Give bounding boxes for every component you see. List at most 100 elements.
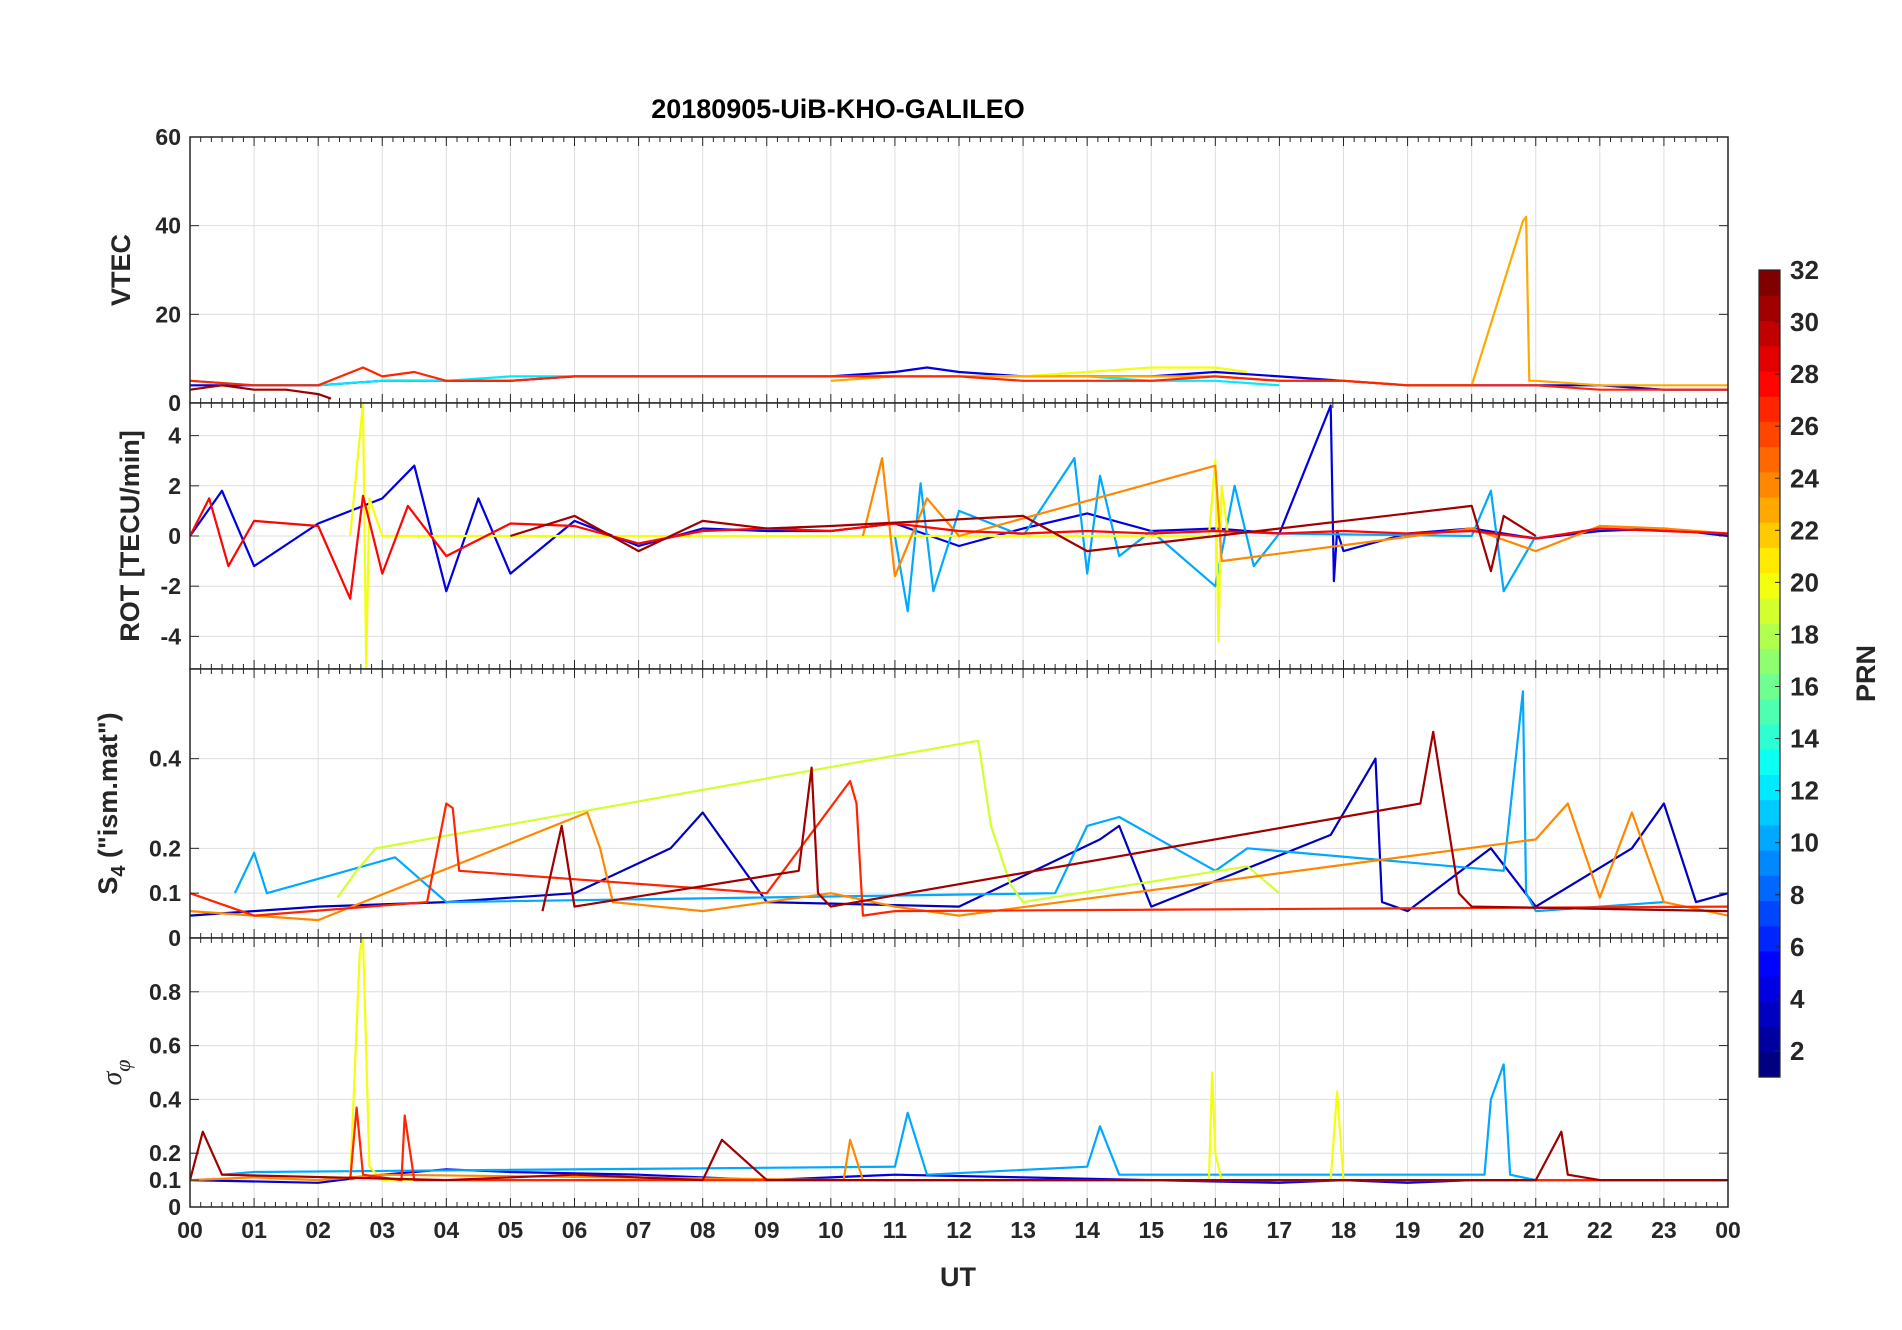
x-tick-label: 03 (369, 1217, 395, 1243)
colorbar-segment (1759, 1026, 1780, 1053)
y-tick-label: 0.8 (149, 979, 181, 1005)
figure-title: 20180905-UiB-KHO-GALILEO (651, 94, 1025, 124)
colorbar-tick-label: 24 (1790, 463, 1819, 493)
colorbar-segment (1759, 396, 1780, 422)
y-axis-label: VTEC (106, 234, 136, 306)
colorbar-tick-label: 30 (1790, 307, 1819, 337)
x-tick-label: 15 (1138, 1217, 1164, 1243)
y-tick-label: 0 (168, 523, 181, 549)
x-tick-label: 13 (1010, 1217, 1036, 1243)
colorbar-tick-label: 8 (1790, 880, 1804, 910)
series-line-prn-20 (349, 403, 1230, 669)
y-axis-label: ROT [TECU/min] (115, 430, 145, 641)
series-line-prn-24 (190, 802, 1728, 922)
y-tick-label: 0.2 (149, 835, 181, 861)
x-axis-label: UT (940, 1262, 976, 1292)
colorbar-segment (1759, 799, 1780, 826)
colorbar-segment (1759, 623, 1780, 649)
series-line-prn-19 (336, 739, 1281, 904)
y-tick-label: 0 (168, 925, 181, 951)
x-tick-label: 12 (946, 1217, 972, 1243)
y-axis-label-rest: ("ism.mat") (93, 712, 123, 865)
colorbar-segment (1759, 547, 1780, 574)
x-tick-label: 02 (305, 1217, 331, 1243)
colorbar-tick-label: 26 (1790, 411, 1819, 441)
x-tick-label: 09 (754, 1217, 780, 1243)
colorbar-segment (1759, 1001, 1780, 1028)
panel-rot: -4 -2 0 2 4 ROT [TECU/min] (115, 402, 1729, 670)
series-group (190, 215, 1728, 400)
y-tick-label: 0 (168, 1194, 181, 1220)
series-line-prn-10 (221, 1063, 1537, 1182)
y-tick-label: 0.2 (149, 1140, 181, 1166)
colorbar-segment (1759, 673, 1780, 700)
colorbar-segment (1759, 370, 1780, 397)
colorbar-segment (1759, 446, 1780, 473)
colorbar-label: PRN (1851, 645, 1881, 702)
x-tick-label: 01 (241, 1217, 267, 1243)
y-tick-label: 40 (155, 213, 181, 239)
colorbar-segment (1759, 597, 1780, 624)
series-line-prn-10 (893, 457, 1537, 613)
colorbar-tick-label: 10 (1790, 828, 1819, 858)
colorbar-segment (1759, 496, 1780, 523)
x-tick-label: 22 (1587, 1217, 1613, 1243)
y-tick-label: 2 (168, 473, 181, 499)
y-axis-label-base: S (93, 877, 123, 895)
panel-s4: 0 0.1 0.2 0.4 S4 ("ism.mat") (93, 668, 1729, 951)
y-axis-label: S4 ("ism.mat") (93, 712, 130, 894)
series-group (190, 690, 1728, 922)
x-tick-label: 00 (177, 1217, 203, 1243)
colorbar-segment (1759, 850, 1780, 876)
y-tick-label: 0.4 (149, 746, 181, 772)
panel-sigma_phi: 00.10.2 0.4 0.6 0.8 σφ 00 01 02 03 04 05 06 07 08 09 10… (97, 937, 1741, 1243)
colorbar-tick-label: 32 (1790, 255, 1819, 285)
colorbar-segment (1759, 345, 1780, 372)
series-line-prn-27 (190, 779, 1728, 917)
colorbar-segment (1759, 925, 1780, 952)
colorbar-segment (1759, 824, 1780, 851)
x-tick-label: 08 (690, 1217, 716, 1243)
colorbar-tick-label: 22 (1790, 515, 1819, 545)
x-tick-label: 21 (1523, 1217, 1549, 1243)
x-tick-label: 04 (434, 1217, 460, 1243)
x-tick-label: 07 (626, 1217, 652, 1243)
y-tick-label: 0.6 (149, 1033, 181, 1059)
x-tick-label: 05 (498, 1217, 524, 1243)
y-tick-label: 0 (168, 390, 181, 416)
colorbar-segment (1759, 875, 1780, 902)
colorbar-segment (1759, 1051, 1780, 1078)
colorbar-segment (1759, 723, 1780, 750)
panel-vtec: 0 20 40 60 VTEC (106, 124, 1729, 416)
y-tick-label: 20 (155, 301, 181, 327)
x-tick-label: 14 (1074, 1217, 1100, 1243)
colorbar-segment (1759, 320, 1780, 347)
x-tick-label: 19 (1395, 1217, 1421, 1243)
colorbar-tick-label: 2 (1790, 1036, 1804, 1066)
colorbar-frame (1758, 269, 1781, 1078)
colorbar-segment (1759, 421, 1780, 448)
x-tick-label: 00 (1715, 1217, 1741, 1243)
colorbar-tick-label: 12 (1790, 776, 1819, 806)
colorbar-tick-label: 14 (1790, 724, 1819, 754)
series-line-prn-31 (510, 504, 1537, 573)
series-line-prn-31 (190, 1130, 1728, 1182)
x-tick-label: 18 (1331, 1217, 1357, 1243)
colorbar-segment (1759, 270, 1780, 296)
y-tick-label: 0.1 (149, 880, 181, 906)
series-line-prn-28 (190, 494, 1728, 600)
colorbar-segment (1759, 749, 1780, 775)
colorbar-segment (1759, 774, 1780, 801)
y-tick-label: 0.4 (149, 1086, 181, 1112)
colorbar-segment (1759, 950, 1780, 977)
y-tick-label: 4 (168, 423, 181, 449)
series-line-prn-27 (190, 366, 1728, 391)
colorbar-segment (1759, 698, 1780, 725)
x-tick-label: 16 (1203, 1217, 1229, 1243)
y-axis-label-phi: φ (110, 1060, 135, 1072)
colorbar-segment (1759, 648, 1780, 675)
y-tick-label: -2 (161, 573, 181, 599)
series-line-prn-31 (541, 730, 1728, 913)
y-tick-label: 0.1 (149, 1167, 181, 1193)
